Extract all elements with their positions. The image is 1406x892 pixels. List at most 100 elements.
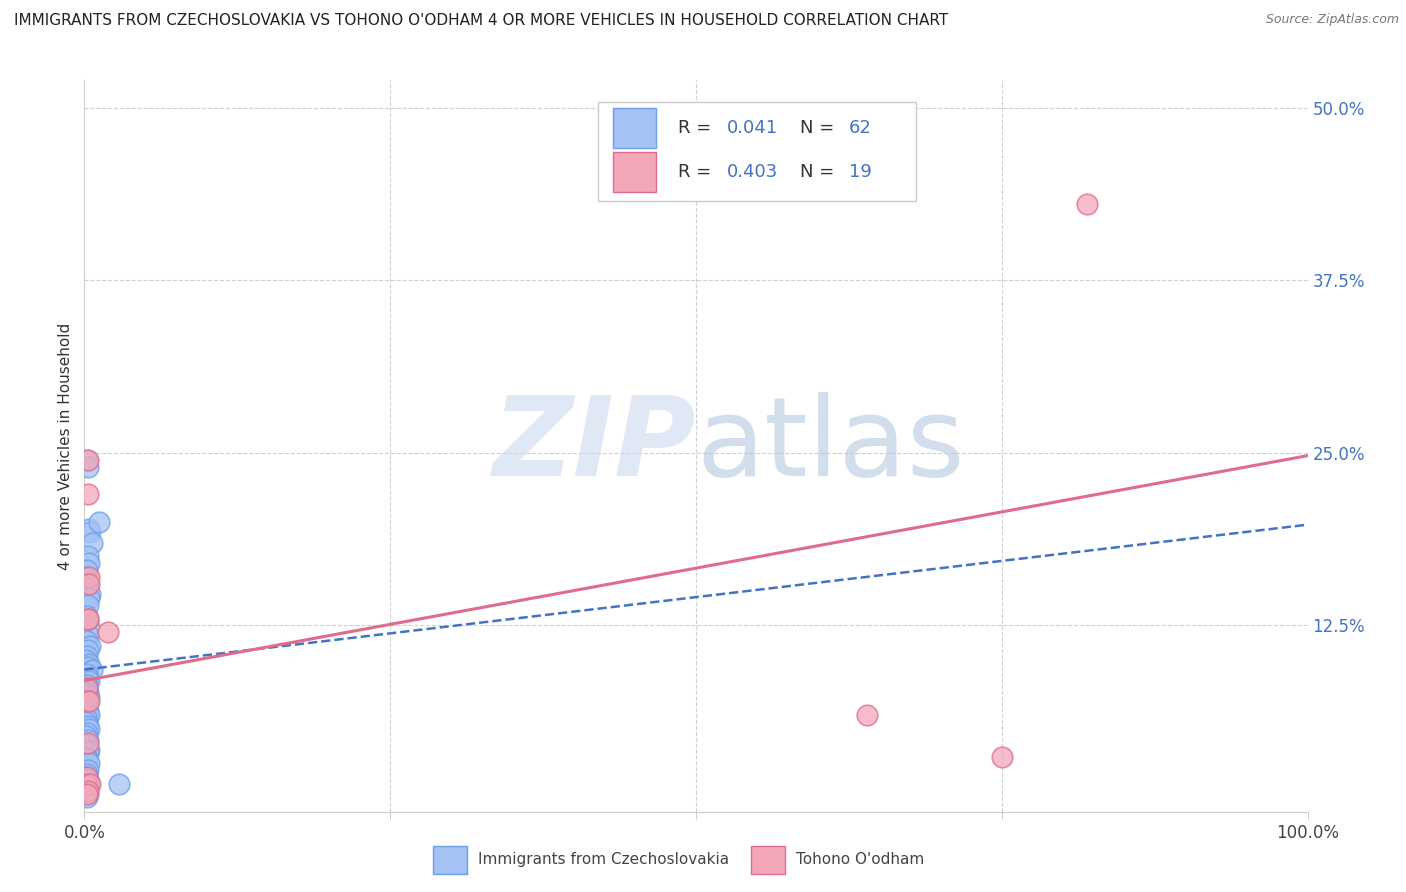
- Point: [79, 524, 101, 539]
- Point: [79, 587, 101, 601]
- Point: [77, 522, 100, 536]
- Text: Source: ZipAtlas.com: Source: ZipAtlas.com: [1265, 13, 1399, 27]
- Text: atlas: atlas: [696, 392, 965, 500]
- Point: [76, 752, 98, 766]
- Point: [77, 577, 100, 591]
- Point: [77, 733, 100, 747]
- Point: [77, 704, 100, 718]
- Point: [77, 591, 100, 605]
- Point: [77, 719, 100, 733]
- Point: [76, 780, 98, 794]
- Point: [87, 515, 110, 529]
- Point: [75, 653, 97, 667]
- Point: [77, 784, 100, 798]
- Point: [77, 673, 100, 688]
- Point: [77, 787, 100, 801]
- Point: [76, 666, 98, 681]
- Point: [76, 648, 98, 663]
- Point: [76, 678, 98, 692]
- Point: [77, 764, 100, 778]
- Point: [75, 714, 97, 729]
- Text: R =: R =: [678, 119, 717, 136]
- Y-axis label: 4 or more Vehicles in Household: 4 or more Vehicles in Household: [58, 322, 73, 570]
- Point: [75, 570, 97, 584]
- Point: [856, 708, 879, 723]
- Text: 0.403: 0.403: [727, 162, 778, 181]
- Text: Tohono O'odham: Tohono O'odham: [796, 852, 925, 867]
- Text: N =: N =: [800, 162, 839, 181]
- Point: [76, 452, 98, 467]
- Point: [77, 570, 100, 584]
- Point: [75, 749, 97, 764]
- Point: [80, 535, 103, 549]
- Point: [77, 611, 100, 625]
- Point: [76, 712, 98, 726]
- Point: [77, 660, 100, 674]
- Point: [75, 614, 97, 628]
- Point: [990, 749, 1012, 764]
- FancyBboxPatch shape: [598, 103, 917, 201]
- Bar: [613, 108, 655, 148]
- Point: [77, 684, 100, 698]
- Point: [77, 611, 100, 625]
- Point: [77, 742, 100, 756]
- Point: [76, 787, 98, 801]
- Text: 62: 62: [849, 119, 872, 136]
- Point: [77, 620, 100, 634]
- Point: [76, 681, 98, 695]
- Point: [77, 694, 100, 708]
- Point: [77, 708, 100, 723]
- Text: N =: N =: [800, 119, 839, 136]
- Point: [76, 608, 98, 623]
- Point: [77, 736, 100, 750]
- Point: [77, 452, 100, 467]
- Point: [79, 639, 101, 653]
- Text: Immigrants from Czechoslovakia: Immigrants from Czechoslovakia: [478, 852, 730, 867]
- Point: [1076, 197, 1098, 211]
- Point: [77, 459, 100, 474]
- Point: [77, 690, 100, 705]
- Point: [76, 694, 98, 708]
- Text: R =: R =: [678, 162, 717, 181]
- Point: [77, 756, 100, 771]
- Point: [77, 722, 100, 736]
- Point: [75, 697, 97, 711]
- Point: [77, 577, 100, 591]
- Point: [75, 777, 97, 791]
- Point: [76, 563, 98, 577]
- Point: [77, 487, 100, 501]
- Bar: [613, 152, 655, 192]
- Point: [77, 643, 100, 657]
- Point: [77, 772, 100, 787]
- Point: [76, 789, 98, 804]
- Point: [76, 633, 98, 648]
- Point: [75, 784, 97, 798]
- Bar: [433, 847, 467, 874]
- Point: [77, 657, 100, 671]
- Bar: [751, 847, 786, 874]
- Point: [75, 770, 97, 784]
- Point: [77, 598, 100, 612]
- Text: ZIP: ZIP: [492, 392, 696, 500]
- Point: [76, 701, 98, 715]
- Point: [79, 777, 101, 791]
- Point: [77, 777, 100, 791]
- Point: [75, 729, 97, 743]
- Point: [80, 663, 103, 677]
- Text: 19: 19: [849, 162, 872, 181]
- Point: [76, 687, 98, 701]
- Point: [77, 549, 100, 564]
- Point: [97, 625, 120, 640]
- Point: [77, 557, 100, 571]
- Text: 0.041: 0.041: [727, 119, 778, 136]
- Point: [76, 767, 98, 781]
- Point: [77, 745, 100, 759]
- Point: [77, 671, 100, 685]
- Point: [76, 726, 98, 740]
- Point: [76, 739, 98, 753]
- Point: [107, 777, 129, 791]
- Point: [77, 628, 100, 642]
- Text: IMMIGRANTS FROM CZECHOSLOVAKIA VS TOHONO O'ODHAM 4 OR MORE VEHICLES IN HOUSEHOLD: IMMIGRANTS FROM CZECHOSLOVAKIA VS TOHONO…: [14, 13, 948, 29]
- Point: [76, 770, 98, 784]
- Point: [77, 693, 100, 707]
